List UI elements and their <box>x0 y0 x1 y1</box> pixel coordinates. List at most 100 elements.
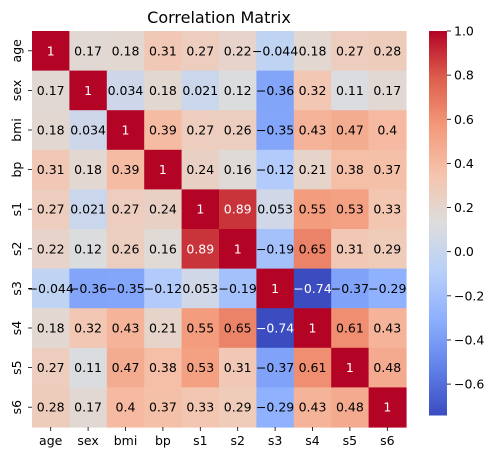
heatmap-cell <box>69 308 108 349</box>
heatmap-cell <box>293 110 332 151</box>
heatmap-cell-value: −0.044 <box>28 281 74 296</box>
heatmap-cell <box>106 110 145 151</box>
heatmap-cell <box>219 308 257 349</box>
y-tick-label: sex <box>9 80 24 101</box>
colorbar-segment <box>429 161 447 164</box>
heatmap-cell-value: 0.27 <box>112 202 140 217</box>
colorbar-segment <box>429 230 447 234</box>
heatmap-cell <box>144 268 183 309</box>
heatmap-cell <box>293 268 332 309</box>
colorbar-segment <box>429 123 447 126</box>
colorbar-segment <box>429 77 447 80</box>
heatmap-cell <box>256 31 295 72</box>
colorbar-segment <box>429 280 447 284</box>
heatmap-cell-value: 0.21 <box>299 162 327 177</box>
heatmap-cell <box>181 31 220 72</box>
colorbar-segment <box>429 75 447 78</box>
colorbar-segment <box>429 384 447 387</box>
heatmap-cell <box>69 189 108 230</box>
colorbar-segment <box>429 311 447 314</box>
colorbar-tick-label: 0.2 <box>454 200 474 215</box>
heatmap-cell <box>219 70 257 111</box>
colorbar-segment <box>429 343 447 347</box>
colorbar-segment <box>429 34 447 38</box>
heatmap-cell <box>256 149 295 190</box>
colorbar-segment <box>429 207 447 211</box>
heatmap-cell-value: −0.35 <box>106 281 144 296</box>
colorbar-segment <box>429 105 447 109</box>
heatmap-cell <box>144 110 183 151</box>
chart-title: Correlation Matrix <box>147 8 291 27</box>
heatmap-cell <box>293 347 332 388</box>
colorbar-segment <box>429 52 447 55</box>
heatmap-cell-value: 0.47 <box>112 360 140 375</box>
heatmap-cell-value: 0.61 <box>336 321 364 336</box>
heatmap-cell <box>144 70 183 111</box>
colorbar-segment <box>429 165 447 168</box>
heatmap-cell <box>69 347 108 388</box>
colorbar-segment <box>429 320 447 324</box>
colorbar-segment <box>429 278 447 282</box>
y-tick-label: bmi <box>9 118 24 142</box>
heatmap-cell-value: 0.17 <box>37 83 65 98</box>
colorbar-segment <box>429 36 447 40</box>
colorbar-segment <box>429 365 447 368</box>
colorbar-segment <box>429 188 447 191</box>
heatmap-cell-value: 1 <box>122 123 130 138</box>
heatmap-cell-value: 0.18 <box>149 83 177 98</box>
heatmap-cell-value: 0.27 <box>37 202 65 217</box>
colorbar-segment <box>429 338 447 341</box>
colorbar-segment <box>429 397 447 401</box>
heatmap-cell-value: 1 <box>47 43 55 58</box>
colorbar-segment <box>429 198 447 201</box>
heatmap-cell-value: 0.31 <box>149 43 177 58</box>
colorbar-segment <box>429 261 447 264</box>
colorbar-segment <box>429 211 447 214</box>
heatmap-cell <box>368 189 407 230</box>
heatmap-cell <box>32 229 70 270</box>
colorbar-segment <box>429 61 447 65</box>
colorbar-segment <box>429 232 447 236</box>
x-tick-label: s5 <box>343 433 357 448</box>
colorbar-segment <box>429 163 447 166</box>
heatmap-cell <box>368 347 407 388</box>
colorbar-segment <box>429 194 447 197</box>
heatmap-cell-value: 0.43 <box>299 400 327 415</box>
colorbar-segment <box>429 219 447 222</box>
heatmap-cell-value: 1 <box>84 83 92 98</box>
colorbar-segment <box>429 102 447 105</box>
heatmap-cell <box>32 110 70 151</box>
heatmap-cell-value: 0.18 <box>299 43 327 58</box>
colorbar-segment <box>429 242 447 245</box>
heatmap-cell <box>106 149 145 190</box>
colorbar-segment <box>429 157 447 161</box>
colorbar-segment <box>429 301 447 305</box>
heatmap-cell <box>256 347 295 388</box>
colorbar-segment <box>429 184 447 188</box>
colorbar-segment <box>429 182 447 186</box>
colorbar-segment <box>429 249 447 253</box>
colorbar-segment <box>429 175 447 178</box>
colorbar-segment <box>429 376 447 380</box>
colorbar-segment <box>429 324 447 328</box>
colorbar-segment <box>429 142 447 145</box>
heatmap-cell <box>144 189 183 230</box>
heatmap-cell <box>368 229 407 270</box>
colorbar-segment <box>429 69 447 72</box>
colorbar-segment <box>429 38 447 42</box>
heatmap-cell-value: 0.28 <box>37 400 65 415</box>
colorbar-segment <box>429 90 447 93</box>
heatmap-cell-value: 0.32 <box>299 83 327 98</box>
y-tick-label: s3 <box>9 281 24 295</box>
heatmap-cell-value: 0.27 <box>186 123 214 138</box>
colorbar-segment <box>429 86 447 90</box>
colorbar-segment <box>429 401 447 404</box>
heatmap-cell <box>106 308 145 349</box>
colorbar-segment <box>429 349 447 353</box>
colorbar-segment <box>429 370 447 374</box>
colorbar-segment <box>429 215 447 218</box>
heatmap-cell-value: 0.53 <box>336 202 364 217</box>
colorbar-segment <box>429 297 447 301</box>
colorbar-segment <box>429 336 447 339</box>
colorbar-segment <box>429 386 447 389</box>
